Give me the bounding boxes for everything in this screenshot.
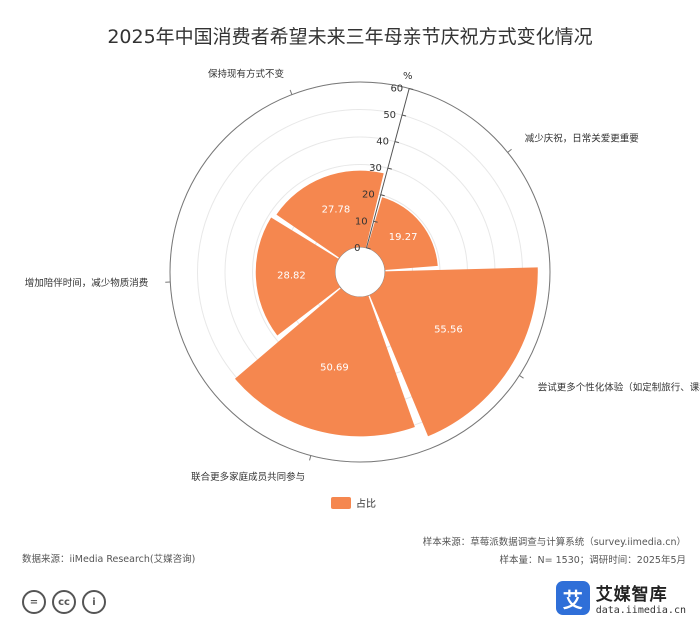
bar-value-label: 50.69 — [320, 362, 349, 373]
grid-ring — [334, 246, 386, 298]
radial-tick-label: 30 — [369, 163, 382, 174]
cc-by-icon: i — [82, 590, 106, 614]
radial-tick-label: 0 — [354, 243, 360, 254]
brand-logo-icon: 艾 — [555, 581, 590, 615]
radial-tick — [394, 141, 400, 144]
radial-tick-label: 60 — [390, 83, 403, 94]
brand-url: data.iimedia.cn — [595, 605, 686, 616]
bar-segment — [234, 288, 415, 437]
legend-swatch — [331, 497, 351, 509]
brand: 艾 艾媒智库 data.iimedia.cn — [555, 580, 686, 616]
category-label: 保持现有方式不变 — [208, 68, 285, 80]
outer-tick — [309, 455, 312, 461]
category-label: 联合更多家庭成员共同参与 — [191, 471, 305, 483]
chart-title: 2025年中国消费者希望未来三年母亲节庆祝方式变化情况 — [107, 26, 593, 48]
cc-nd-icon: = — [22, 590, 46, 614]
outer-tick — [289, 89, 293, 95]
outer-tick — [519, 375, 524, 379]
outer-ring — [169, 81, 551, 463]
radial-tick — [387, 167, 392, 170]
outer-tick — [507, 148, 512, 153]
chart-bars: 19.27 55.56 50.69 28.82 27.78 — [234, 170, 538, 437]
radial-tick-label: 50 — [383, 110, 396, 121]
radial-tick — [409, 87, 414, 90]
license-icons: = cc i — [22, 590, 106, 614]
chart-legend: 占比 — [331, 497, 376, 510]
radial-tick — [401, 114, 407, 117]
radial-tick — [373, 220, 378, 223]
radial-axis: 0 10 20 30 40 50 60% — [354, 71, 414, 254]
radial-tick-label: 40 — [376, 137, 389, 148]
sample-source: 样本来源：草莓派数据调查与计算系统（survey.iimedia.cn） — [422, 537, 686, 548]
bar-value-label: 19.27 — [389, 232, 418, 243]
radial-tick — [380, 194, 385, 197]
radial-unit-label: % — [403, 71, 413, 82]
category-label: 减少庆祝，日常关爱更重要 — [525, 133, 639, 145]
bar-value-label: 28.82 — [277, 271, 306, 282]
data-source: 数据来源：iiMedia Research(艾媒咨询) — [22, 554, 196, 565]
category-label: 尝试更多个性化体验（如定制旅行、课程） — [538, 381, 700, 393]
bar-value-label: 27.78 — [322, 204, 351, 215]
radial-tick-label: 20 — [362, 190, 375, 201]
category-label: 增加陪伴时间，减少物质消费 — [25, 277, 149, 289]
cc-icon: cc — [52, 590, 76, 614]
brand-name: 艾媒智库 — [595, 585, 668, 605]
bar-segment — [369, 267, 538, 437]
bar-segment — [255, 217, 341, 336]
radial-tick — [366, 247, 371, 250]
sample-size: 样本量：N= 1530；调研时间：2025年5月 — [499, 555, 686, 566]
radial-tick-label: 10 — [355, 216, 368, 227]
bar-segment — [276, 170, 384, 258]
bar-value-label: 55.56 — [434, 324, 463, 335]
legend-label: 占比 — [356, 497, 376, 510]
bar-segment — [367, 197, 438, 271]
